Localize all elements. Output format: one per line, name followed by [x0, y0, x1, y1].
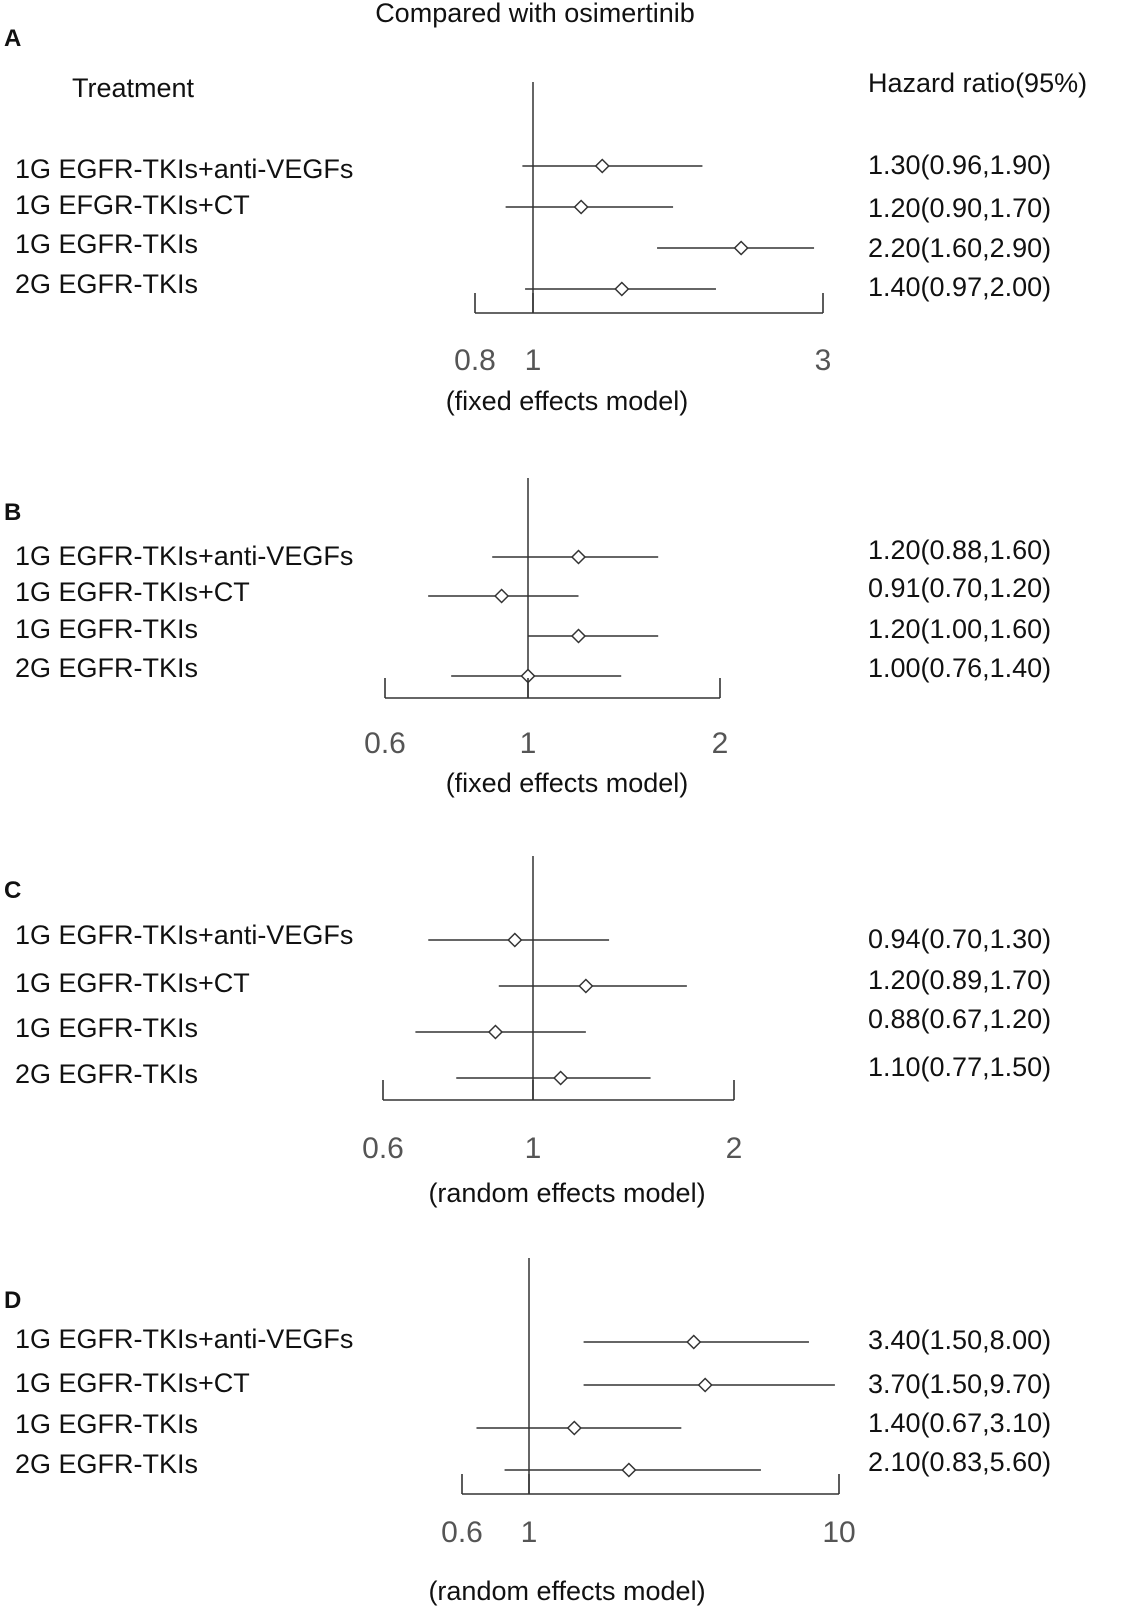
point-estimate-marker: [594, 158, 610, 174]
treatment-label: 1G EGFR-TKIs+CT: [15, 968, 250, 998]
treatment-label: 1G EGFR-TKIs+CT: [15, 577, 250, 607]
point-estimate-marker: [570, 549, 587, 565]
treatment-label: 2G EGFR-TKIs: [15, 1059, 198, 1089]
panel-c: C 1G EGFR-TKIs+anti-VEGFs 0.94(0.70,1.30) 1…: [4, 856, 1051, 1208]
point-estimate-marker: [507, 932, 523, 948]
hazard-ratio-value: 3.40(1.50,8.00): [868, 1325, 1051, 1355]
point-estimate-marker: [686, 1334, 702, 1350]
treatment-label: 1G EGFR-TKIs+anti-VEGFs: [15, 154, 353, 184]
treatment-label: 1G EGFR-TKIs+anti-VEGFs: [15, 920, 353, 950]
hazard-ratio-value: 1.20(0.88,1.60): [868, 535, 1051, 565]
treatment-label: 2G EGFR-TKIs: [15, 653, 198, 683]
panel-a: A 1G EGFR-TKIs+anti-VEGFs 1.30(0.96,1.90) 1…: [4, 25, 1051, 416]
model-label: (fixed effects model): [446, 768, 689, 798]
treatment-label: 1G EGFR-TKIs: [15, 1013, 198, 1043]
hazard-ratio-value: 2.20(1.60,2.90): [868, 233, 1051, 263]
x-tick-label: 10: [822, 1516, 855, 1549]
hazard-ratio-value: 1.40(0.67,3.10): [868, 1408, 1051, 1438]
model-label: (random effects model): [428, 1576, 705, 1606]
treatment-header: Treatment: [72, 73, 195, 103]
treatment-label: 1G EGFR-TKIs+CT: [15, 1368, 250, 1398]
point-estimate-marker: [733, 240, 749, 256]
treatment-label: 1G EGFR-TKIs: [15, 1409, 198, 1439]
x-tick-label: 2: [726, 1132, 743, 1165]
x-tick-label: 0.8: [454, 344, 496, 377]
point-estimate-marker: [614, 281, 630, 297]
panel-letter: A: [4, 25, 21, 52]
figure-title: Compared with osimertinib: [375, 0, 695, 28]
treatment-label: 1G EGFR-TKIs+anti-VEGFs: [15, 541, 353, 571]
panel-letter: C: [4, 877, 21, 904]
point-estimate-marker: [621, 1462, 637, 1478]
x-tick-label: 3: [815, 344, 832, 377]
x-tick-label: 0.6: [441, 1516, 483, 1549]
point-estimate-marker: [566, 1420, 582, 1436]
treatment-label: 1G EGFR-TKIs+anti-VEGFs: [15, 1324, 353, 1354]
x-tick-label: 2: [712, 727, 729, 760]
panels: A 1G EGFR-TKIs+anti-VEGFs 1.30(0.96,1.90) 1…: [4, 25, 1051, 1606]
point-estimate-marker: [570, 628, 587, 644]
point-estimate-marker: [578, 978, 594, 994]
x-tick-label: 1: [525, 344, 542, 377]
point-estimate-marker: [494, 588, 510, 604]
model-label: (random effects model): [428, 1178, 705, 1208]
hazard-ratio-value: 2.10(0.83,5.60): [868, 1447, 1051, 1477]
hazard-ratio-value: 3.70(1.50,9.70): [868, 1369, 1051, 1399]
x-tick-label: 0.6: [362, 1132, 404, 1165]
hazard-ratio-value: 1.20(1.00,1.60): [868, 614, 1051, 644]
hazard-ratio-value: 0.94(0.70,1.30): [868, 924, 1051, 954]
treatment-label: 2G EGFR-TKIs: [15, 1449, 198, 1479]
treatment-label: 1G EGFR-TKIs: [15, 229, 198, 259]
hazard-ratio-value: 1.10(0.77,1.50): [868, 1052, 1051, 1082]
x-tick-label: 1: [525, 1132, 542, 1165]
hazard-ratio-value: 1.00(0.76,1.40): [868, 653, 1051, 683]
point-estimate-marker: [487, 1024, 504, 1040]
x-tick-label: 0.6: [364, 727, 406, 760]
hazard-ratio-value: 1.20(0.89,1.70): [868, 965, 1051, 995]
x-tick-label: 1: [520, 727, 537, 760]
point-estimate-marker: [573, 199, 589, 215]
treatment-label: 1G EFGR-TKIs+CT: [15, 190, 250, 220]
hazard-ratio-header: Hazard ratio(95%): [868, 68, 1087, 98]
panel-letter: D: [4, 1287, 21, 1314]
treatment-label: 2G EGFR-TKIs: [15, 269, 198, 299]
hazard-ratio-value: 0.91(0.70,1.20): [868, 573, 1051, 603]
treatment-label: 1G EGFR-TKIs: [15, 614, 198, 644]
hazard-ratio-value: 0.88(0.67,1.20): [868, 1004, 1051, 1034]
panel-letter: B: [4, 499, 21, 526]
panel-b: B 1G EGFR-TKIs+anti-VEGFs 1.20(0.88,1.60) 1…: [4, 478, 1051, 798]
point-estimate-marker: [697, 1377, 713, 1393]
hazard-ratio-value: 1.20(0.90,1.70): [868, 193, 1051, 223]
hazard-ratio-value: 1.30(0.96,1.90): [868, 150, 1051, 180]
panel-d: D 1G EGFR-TKIs+anti-VEGFs 3.40(1.50,8.00) 1…: [4, 1258, 1051, 1606]
point-estimate-marker: [553, 1070, 569, 1086]
x-tick-label: 1: [521, 1516, 538, 1549]
model-label: (fixed effects model): [446, 386, 689, 416]
hazard-ratio-value: 1.40(0.97,2.00): [868, 272, 1051, 302]
